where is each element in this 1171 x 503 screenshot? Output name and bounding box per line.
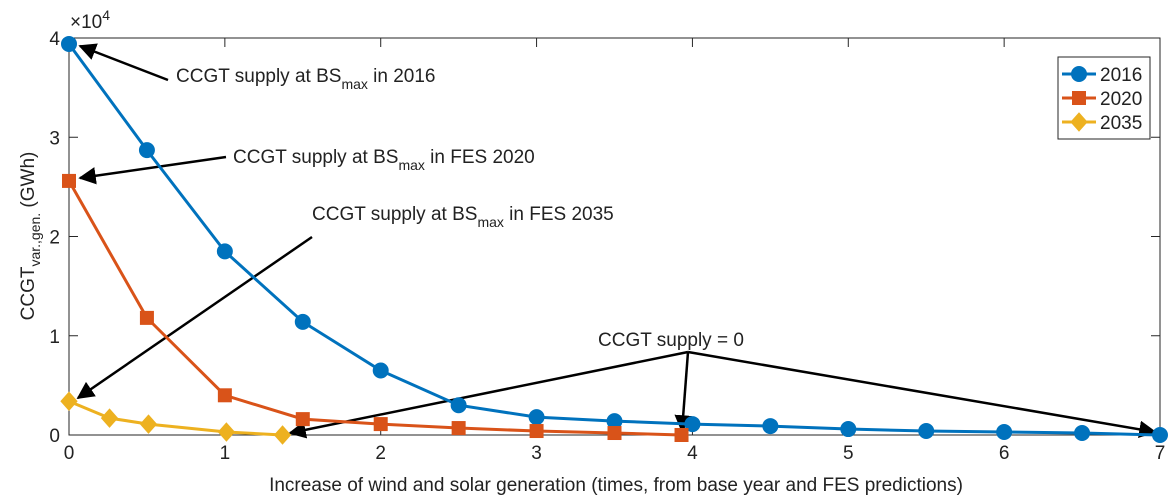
marker (1152, 427, 1168, 443)
legend-label: 2035 (1100, 113, 1142, 134)
annotations: CCGT supply at BSmax in 2016 CCGT supply… (76, 43, 1157, 439)
marker (1074, 425, 1091, 442)
arrow (288, 350, 689, 439)
arrow (78, 155, 227, 185)
marker (373, 417, 388, 432)
x-tick-label: 3 (531, 443, 542, 464)
marker (294, 313, 311, 330)
annotation: CCGT supply at BSmax in FES 2035 (312, 204, 614, 230)
marker (450, 397, 467, 414)
y-tick-label: 3 (49, 128, 60, 149)
legend-marker (1070, 112, 1088, 132)
x-tick-label: 2 (375, 443, 386, 464)
marker (295, 412, 310, 427)
marker (372, 362, 389, 379)
x-tick-label: 4 (687, 443, 698, 464)
arrow (78, 43, 169, 82)
marker (451, 421, 466, 436)
marker (996, 424, 1013, 441)
marker (840, 421, 857, 438)
plot-frame (68, 37, 1161, 436)
marker (61, 35, 77, 52)
marker (607, 426, 622, 441)
marker (139, 310, 154, 325)
y-axis-label: CCGTvar.,gen. (GWh) (18, 152, 43, 321)
marker (273, 425, 292, 445)
annotation: CCGT supply at BSmax in FES 2020 (233, 147, 535, 173)
marker (217, 388, 232, 403)
marker (762, 418, 779, 435)
marker (684, 416, 701, 433)
marker (62, 173, 76, 188)
y-tick-label: 4 (49, 29, 60, 50)
x-tick-label: 5 (843, 443, 854, 464)
legend-marker (1072, 91, 1086, 105)
x-axis-label: Increase of wind and solar generation (t… (269, 475, 963, 496)
marker (918, 423, 935, 440)
marker (528, 409, 545, 426)
legend-label: 2016 (1100, 65, 1142, 86)
arrow (687, 350, 1157, 438)
marker (674, 428, 689, 442)
y-tick-label: 1 (49, 327, 60, 348)
annotation: CCGT supply = 0 (598, 330, 744, 351)
y-multiplier: ×104 (70, 7, 110, 33)
marker (139, 414, 158, 434)
arrow (674, 351, 692, 433)
marker (138, 142, 155, 159)
marker (217, 422, 236, 442)
arrow (76, 235, 313, 400)
x-tick-label: 1 (220, 443, 231, 464)
annotation: CCGT supply at BSmax in 2016 (176, 66, 436, 92)
y-tick-label: 2 (49, 228, 60, 249)
marker (100, 408, 119, 428)
marker (216, 243, 233, 260)
y-tick-label: 0 (49, 426, 60, 447)
legend: 2016 2020 2035 (1057, 56, 1151, 140)
x-tick-label: 0 (64, 443, 75, 464)
legend-marker (1071, 66, 1087, 82)
marker (60, 391, 78, 412)
x-tick-label: 6 (999, 443, 1010, 464)
marker (529, 424, 544, 439)
x-tick-label: 7 (1155, 443, 1166, 464)
legend-label: 2020 (1100, 89, 1142, 110)
